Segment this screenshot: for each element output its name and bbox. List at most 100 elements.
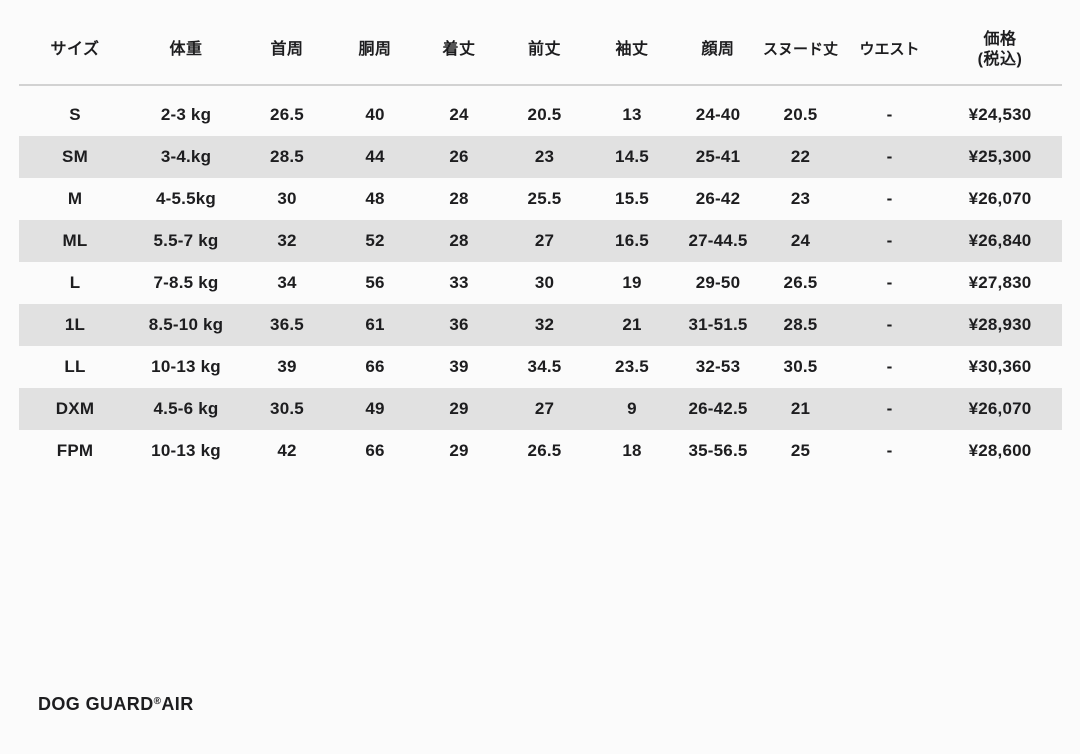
table-header: サイズ 体重 首周 胴周 着丈 前丈 袖丈 顔周 スヌード丈 ウエスト 価格 (税込) bbox=[19, 20, 1062, 86]
cell-face: 31-51.5 bbox=[676, 304, 760, 346]
cell-front: 23 bbox=[501, 136, 588, 178]
cell-sleeve: 9 bbox=[588, 388, 676, 430]
cell-size: 1L bbox=[19, 304, 131, 346]
cell-face: 26-42.5 bbox=[676, 388, 760, 430]
cell-front: 30 bbox=[534, 273, 555, 292]
cell-sleeve: 21 bbox=[588, 304, 676, 346]
table-body: S 2-3 kg 26.5 40 24 20.5 13 24-40 20.5 - ¥24,530 SM… bbox=[19, 85, 1062, 472]
cell-waist: - bbox=[886, 273, 893, 292]
cell-length: 29 bbox=[449, 441, 469, 460]
cell-chest: 66 bbox=[365, 441, 385, 460]
cell-weight: 4-5.5kg bbox=[156, 189, 216, 208]
cell-face: 32-53 bbox=[695, 357, 741, 376]
column-header-size: サイズ bbox=[19, 20, 131, 86]
cell-price: ¥26,840 bbox=[938, 220, 1062, 262]
cell-snood: 24 bbox=[760, 220, 841, 262]
cell-chest: 52 bbox=[333, 220, 417, 262]
cell-front: 25.5 bbox=[527, 189, 562, 208]
cell-chest: 56 bbox=[365, 273, 385, 292]
cell-waist: - bbox=[841, 220, 938, 262]
table-row: ML 5.5-7 kg 32 52 28 27 16.5 27-44.5 24- ¥26,840 bbox=[19, 220, 1062, 262]
table-row: FPM 10-13 kg 42 66 29 26.5 18 35-56.5 25 - ¥28,600 bbox=[19, 430, 1062, 472]
registered-trademark-symbol: ® bbox=[153, 696, 162, 707]
cell-price: ¥26,070 bbox=[968, 189, 1032, 208]
cell-front: 27 bbox=[501, 388, 588, 430]
cell-waist: - bbox=[841, 304, 938, 346]
cell-chest: 66 bbox=[365, 357, 385, 376]
cell-weight: 5.5-7 kg bbox=[131, 220, 241, 262]
cell-weight: 3-4.kg bbox=[131, 136, 241, 178]
cell-length: 39 bbox=[449, 357, 469, 376]
header-row: サイズ 体重 首周 胴周 着丈 前丈 袖丈 顔周 スヌード丈 ウエスト 価格 (税込) bbox=[19, 20, 1062, 86]
column-header-waist: ウエスト bbox=[841, 20, 938, 86]
cell-price: ¥24,530 bbox=[968, 105, 1032, 124]
cell-snood: 23 bbox=[790, 189, 811, 208]
cell-sleeve: 16.5 bbox=[588, 220, 676, 262]
cell-size: L bbox=[69, 273, 81, 292]
cell-front: 20.5 bbox=[527, 105, 562, 124]
cell-face: 35-56.5 bbox=[688, 441, 748, 460]
table-row: LL 10-13 kg 39 66 39 34.5 23.5 32-53 30.5 - ¥30,36… bbox=[19, 346, 1062, 388]
cell-snood: 28.5 bbox=[760, 304, 841, 346]
column-header-snood: スヌード丈 bbox=[760, 20, 841, 86]
cell-length: 33 bbox=[449, 273, 469, 292]
cell-size: ML bbox=[19, 220, 131, 262]
cell-size: DXM bbox=[19, 388, 131, 430]
cell-snood: 26.5 bbox=[783, 273, 818, 292]
cell-neck: 28.5 bbox=[241, 136, 333, 178]
cell-length: 26 bbox=[417, 136, 501, 178]
column-header-price: 価格 (税込) bbox=[938, 20, 1062, 86]
cell-face: 25-41 bbox=[676, 136, 760, 178]
cell-price: ¥30,360 bbox=[968, 357, 1032, 376]
cell-size: SM bbox=[19, 136, 131, 178]
cell-neck: 26.5 bbox=[270, 105, 304, 124]
cell-length: 36 bbox=[417, 304, 501, 346]
cell-chest: 44 bbox=[333, 136, 417, 178]
brand-name-suffix: AIR bbox=[161, 694, 194, 714]
cell-waist: - bbox=[886, 357, 893, 376]
cell-sleeve: 15.5 bbox=[615, 189, 649, 208]
cell-weight: 4.5-6 kg bbox=[131, 388, 241, 430]
cell-chest: 40 bbox=[365, 105, 385, 124]
column-header-length: 着丈 bbox=[417, 20, 501, 86]
cell-length: 29 bbox=[417, 388, 501, 430]
cell-face: 26-42 bbox=[695, 189, 741, 208]
cell-neck: 36.5 bbox=[241, 304, 333, 346]
cell-neck: 30.5 bbox=[241, 388, 333, 430]
column-header-chest: 胴周 bbox=[333, 20, 417, 86]
column-header-front: 前丈 bbox=[501, 20, 588, 86]
cell-face: 24-40 bbox=[695, 105, 741, 124]
brand-name: DOG GUARD®AIR bbox=[38, 694, 194, 715]
cell-weight: 8.5-10 kg bbox=[131, 304, 241, 346]
cell-snood: 21 bbox=[760, 388, 841, 430]
cell-neck: 39 bbox=[277, 357, 297, 376]
cell-neck: 34 bbox=[277, 273, 297, 292]
cell-length: 28 bbox=[417, 220, 501, 262]
cell-price: ¥26,070 bbox=[938, 388, 1062, 430]
cell-weight: 10-13 kg bbox=[151, 441, 221, 460]
cell-snood: 25 bbox=[790, 441, 811, 460]
cell-size: FPM bbox=[56, 441, 94, 460]
cell-sleeve: 23.5 bbox=[615, 357, 649, 376]
column-header-sleeve: 袖丈 bbox=[588, 20, 676, 86]
column-header-weight: 体重 bbox=[131, 20, 241, 86]
cell-size: S bbox=[69, 105, 81, 124]
cell-price: ¥27,830 bbox=[968, 273, 1032, 292]
table-row: L 7-8.5 kg 34 56 33 30 19 29-50 26.5 - ¥27,830 bbox=[19, 262, 1062, 304]
cell-front: 32 bbox=[501, 304, 588, 346]
cell-weight: 7-8.5 kg bbox=[153, 273, 219, 292]
cell-chest: 49 bbox=[333, 388, 417, 430]
size-chart-table: サイズ 体重 首周 胴周 着丈 前丈 袖丈 顔周 スヌード丈 ウエスト 価格 (税込) S 2-3 k… bbox=[19, 20, 1062, 472]
cell-face: 27-44.5 bbox=[676, 220, 760, 262]
cell-waist: - bbox=[886, 189, 893, 208]
cell-sleeve: 14.5 bbox=[588, 136, 676, 178]
column-header-neck: 首周 bbox=[241, 20, 333, 86]
cell-front: 27 bbox=[501, 220, 588, 262]
cell-price: ¥28,930 bbox=[938, 304, 1062, 346]
table-row: S 2-3 kg 26.5 40 24 20.5 13 24-40 20.5 - ¥24,530 bbox=[19, 94, 1062, 136]
brand-name-main: DOG GUARD bbox=[38, 694, 154, 714]
cell-waist: - bbox=[886, 441, 893, 460]
cell-chest: 48 bbox=[365, 189, 385, 208]
cell-chest: 61 bbox=[333, 304, 417, 346]
